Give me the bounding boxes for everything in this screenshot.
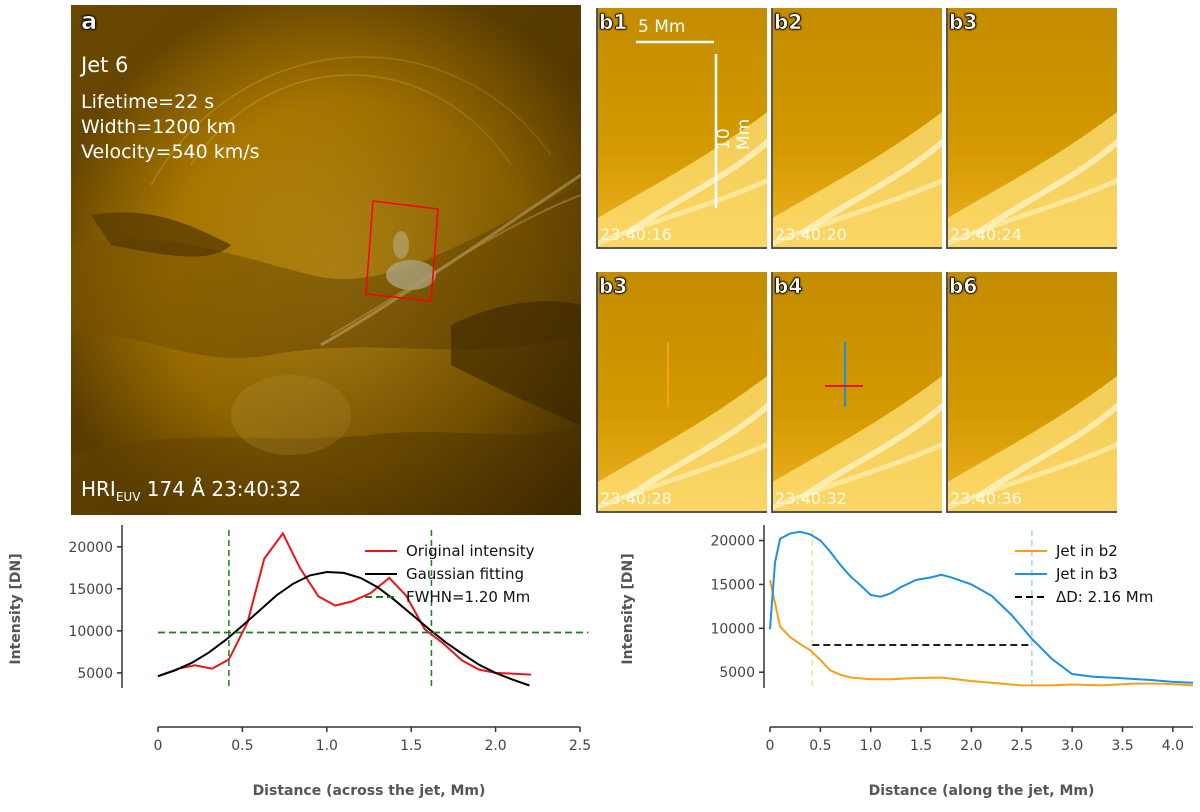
- solar-image-a: [71, 5, 581, 515]
- panel-tag-b2: b2: [774, 10, 803, 35]
- x-tick-label: 0: [154, 738, 163, 754]
- panel-tag-a: a: [81, 7, 98, 36]
- x-tick-label: 1.0: [860, 738, 882, 754]
- x-tick-label: 2.5: [569, 738, 591, 754]
- panel-tag-b4: b3: [599, 274, 628, 299]
- width-label: Width=1200 km: [81, 116, 237, 138]
- panel-tag-b6: b6: [949, 274, 978, 299]
- panel-b-3: b3 23:40:24: [946, 8, 1117, 249]
- panel-b-4: b3 23:40:28: [596, 272, 767, 513]
- timestamp-b1: 23:40:16: [600, 225, 672, 244]
- x-tick-label: 0: [766, 738, 775, 754]
- x-tick-label: 0.5: [231, 738, 253, 754]
- jet-name: Jet 6: [81, 53, 129, 77]
- timestamp-b3: 23:40:24: [950, 225, 1022, 244]
- x-tick-label: 2.0: [484, 738, 506, 754]
- legend-label: FWHN=1.20 Mm: [406, 588, 530, 606]
- frame: [596, 8, 767, 249]
- frame: [771, 272, 942, 513]
- x-tick-label: 3.5: [1111, 738, 1133, 754]
- intensity-plots: 5000 10000 15000 20000 0 0.5 1.0 1.5 2.0 2.5 Dista…: [8, 525, 1194, 799]
- scale-label-horizontal: 5 Mm: [638, 17, 686, 37]
- frame: [946, 272, 1117, 513]
- solar-image-b4: [596, 272, 767, 513]
- y-tick-label: 20000: [68, 540, 113, 556]
- solar-image-b3: [946, 8, 1117, 249]
- timestamp-b6: 23:40:36: [950, 489, 1022, 508]
- legend-label: ΔD: 2.16 Mm: [1056, 588, 1153, 606]
- frame: [771, 8, 942, 249]
- legend-label: Jet in b2: [1055, 542, 1118, 560]
- instrument-label: HRIEUV 174 Å 23:40:32: [81, 477, 302, 504]
- y-axis-title: Intensity [DN]: [620, 553, 636, 664]
- series-line-2: [769, 530, 1194, 684]
- frame: [946, 8, 1117, 249]
- y-tick-label: 20000: [710, 534, 755, 550]
- y-axis-title: Intensity [DN]: [8, 553, 24, 664]
- x-axis-title: Distance (across the jet, Mm): [253, 783, 486, 799]
- solar-image-b2: [771, 8, 942, 249]
- solar-image-b5: [771, 272, 942, 513]
- y-tick-label: 5000: [719, 665, 755, 681]
- panel-b-6: b6 23:40:36: [946, 272, 1117, 513]
- scale-bars: [636, 40, 718, 208]
- lifetime-label: Lifetime=22 s: [81, 91, 215, 113]
- panel-tag-b1: b1: [599, 10, 628, 35]
- panel-tag-b5: b4: [774, 274, 803, 299]
- timestamp-b2: 23:40:20: [775, 225, 847, 244]
- legend-label: Gaussian fitting: [406, 565, 524, 583]
- legend-label: Jet in b3: [1055, 565, 1118, 583]
- y-tick-label: 10000: [68, 624, 113, 640]
- panel-b-1: b1 23:40:16 5 Mm 10 Mm: [596, 8, 767, 249]
- x-tick-label: 1.0: [316, 738, 338, 754]
- panel-b-2: b2 23:40:20: [771, 8, 942, 249]
- chart-1: 5000 10000 15000 20000 0 0.5 1.0 1.5 2.0 2.5 Dista…: [8, 525, 591, 799]
- legend-label: Original intensity: [406, 542, 535, 560]
- panel-a-image: a Jet 6 Lifetime=22 s Width=1200 km Velo…: [71, 5, 581, 515]
- x-tick-label: 2.0: [960, 738, 982, 754]
- x-tick-label: 3.0: [1061, 738, 1083, 754]
- y-tick-label: 15000: [710, 577, 755, 593]
- x-tick-label: 1.5: [400, 738, 422, 754]
- x-tick-label: 4.0: [1162, 738, 1184, 754]
- y-tick-label: 10000: [710, 621, 755, 637]
- chart-2: 5000 10000 15000 20000 0 0.5 1.0 1.5 2.0 2.5 3.0 3.…: [620, 525, 1194, 799]
- scale-label-vertical: 10 Mm: [714, 118, 754, 150]
- solar-image-b6: [946, 272, 1117, 513]
- series-line-2: [157, 570, 530, 687]
- timestamp-b4: 23:40:28: [600, 489, 672, 508]
- series-line-1: [769, 579, 1194, 687]
- panel-tag-b3: b3: [949, 10, 978, 35]
- frame: [596, 272, 767, 513]
- x-tick-label: 0.5: [809, 738, 831, 754]
- x-tick-label: 2.5: [1011, 738, 1033, 754]
- x-tick-label: 1.5: [910, 738, 932, 754]
- series-line-1: [157, 531, 532, 678]
- y-tick-label: 15000: [68, 582, 113, 598]
- region-box: [365, 200, 439, 302]
- panel-b-5: b4 23:40:32: [771, 272, 942, 513]
- velocity-label: Velocity=540 km/s: [81, 141, 260, 163]
- timestamp-b5: 23:40:32: [775, 489, 847, 508]
- solar-image-b1: [596, 8, 767, 249]
- x-axis-title: Distance (along the jet, Mm): [869, 783, 1095, 799]
- y-tick-label: 5000: [77, 666, 113, 682]
